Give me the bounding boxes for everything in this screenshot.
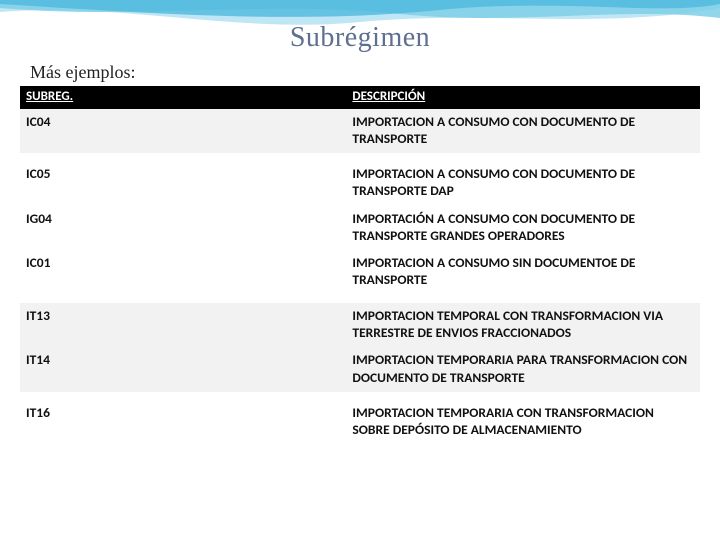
subregimen-table: SUBREG. DESCRIPCIÓN IC04IMPORTACION A CO…: [20, 86, 700, 444]
table-row: IC01IMPORTACION A CONSUMO SIN DOCUMENTOE…: [20, 250, 700, 295]
table-row: IG04IMPORTACIÓN A CONSUMO CON DOCUMENTO …: [20, 206, 700, 251]
table-row: IC04IMPORTACION A CONSUMO CON DOCUMENTO …: [20, 109, 700, 154]
table-gap-row: [20, 295, 700, 303]
table-row: IC05IMPORTACION A CONSUMO CON DOCUMENTO …: [20, 161, 700, 206]
table-row: IT14IMPORTACION TEMPORARIA PARA TRANSFOR…: [20, 347, 700, 392]
cell-code: IG04: [20, 206, 346, 251]
cell-desc: IMPORTACION A CONSUMO CON DOCUMENTO DE T…: [346, 109, 700, 154]
cell-code: IC04: [20, 109, 346, 154]
cell-code: IC05: [20, 161, 346, 206]
cell-code: IT13: [20, 303, 346, 348]
cell-code: IT16: [20, 400, 346, 445]
table-header-row: SUBREG. DESCRIPCIÓN: [20, 86, 700, 109]
table-row: IT13IMPORTACION TEMPORAL CON TRANSFORMAC…: [20, 303, 700, 348]
cell-desc: IMPORTACION TEMPORARIA CON TRANSFORMACIO…: [346, 400, 700, 445]
col-header-subreg: SUBREG.: [20, 86, 346, 109]
cell-desc: IMPORTACION A CONSUMO CON DOCUMENTO DE T…: [346, 161, 700, 206]
page-title: Subrégimen: [0, 22, 720, 54]
cell-desc: IMPORTACION TEMPORARIA PARA TRANSFORMACI…: [346, 347, 700, 392]
cell-code: IC01: [20, 250, 346, 295]
cell-desc: IMPORTACIÓN A CONSUMO CON DOCUMENTO DE T…: [346, 206, 700, 251]
table-gap-row: [20, 153, 700, 161]
cell-desc: IMPORTACION A CONSUMO SIN DOCUMENTOE DE …: [346, 250, 700, 295]
table-row: IT16IMPORTACION TEMPORARIA CON TRANSFORM…: [20, 400, 700, 445]
page-subtitle: Más ejemplos:: [30, 62, 136, 83]
table-gap-row: [20, 392, 700, 400]
col-header-desc: DESCRIPCIÓN: [346, 86, 700, 109]
cell-desc: IMPORTACION TEMPORAL CON TRANSFORMACION …: [346, 303, 700, 348]
cell-code: IT14: [20, 347, 346, 392]
